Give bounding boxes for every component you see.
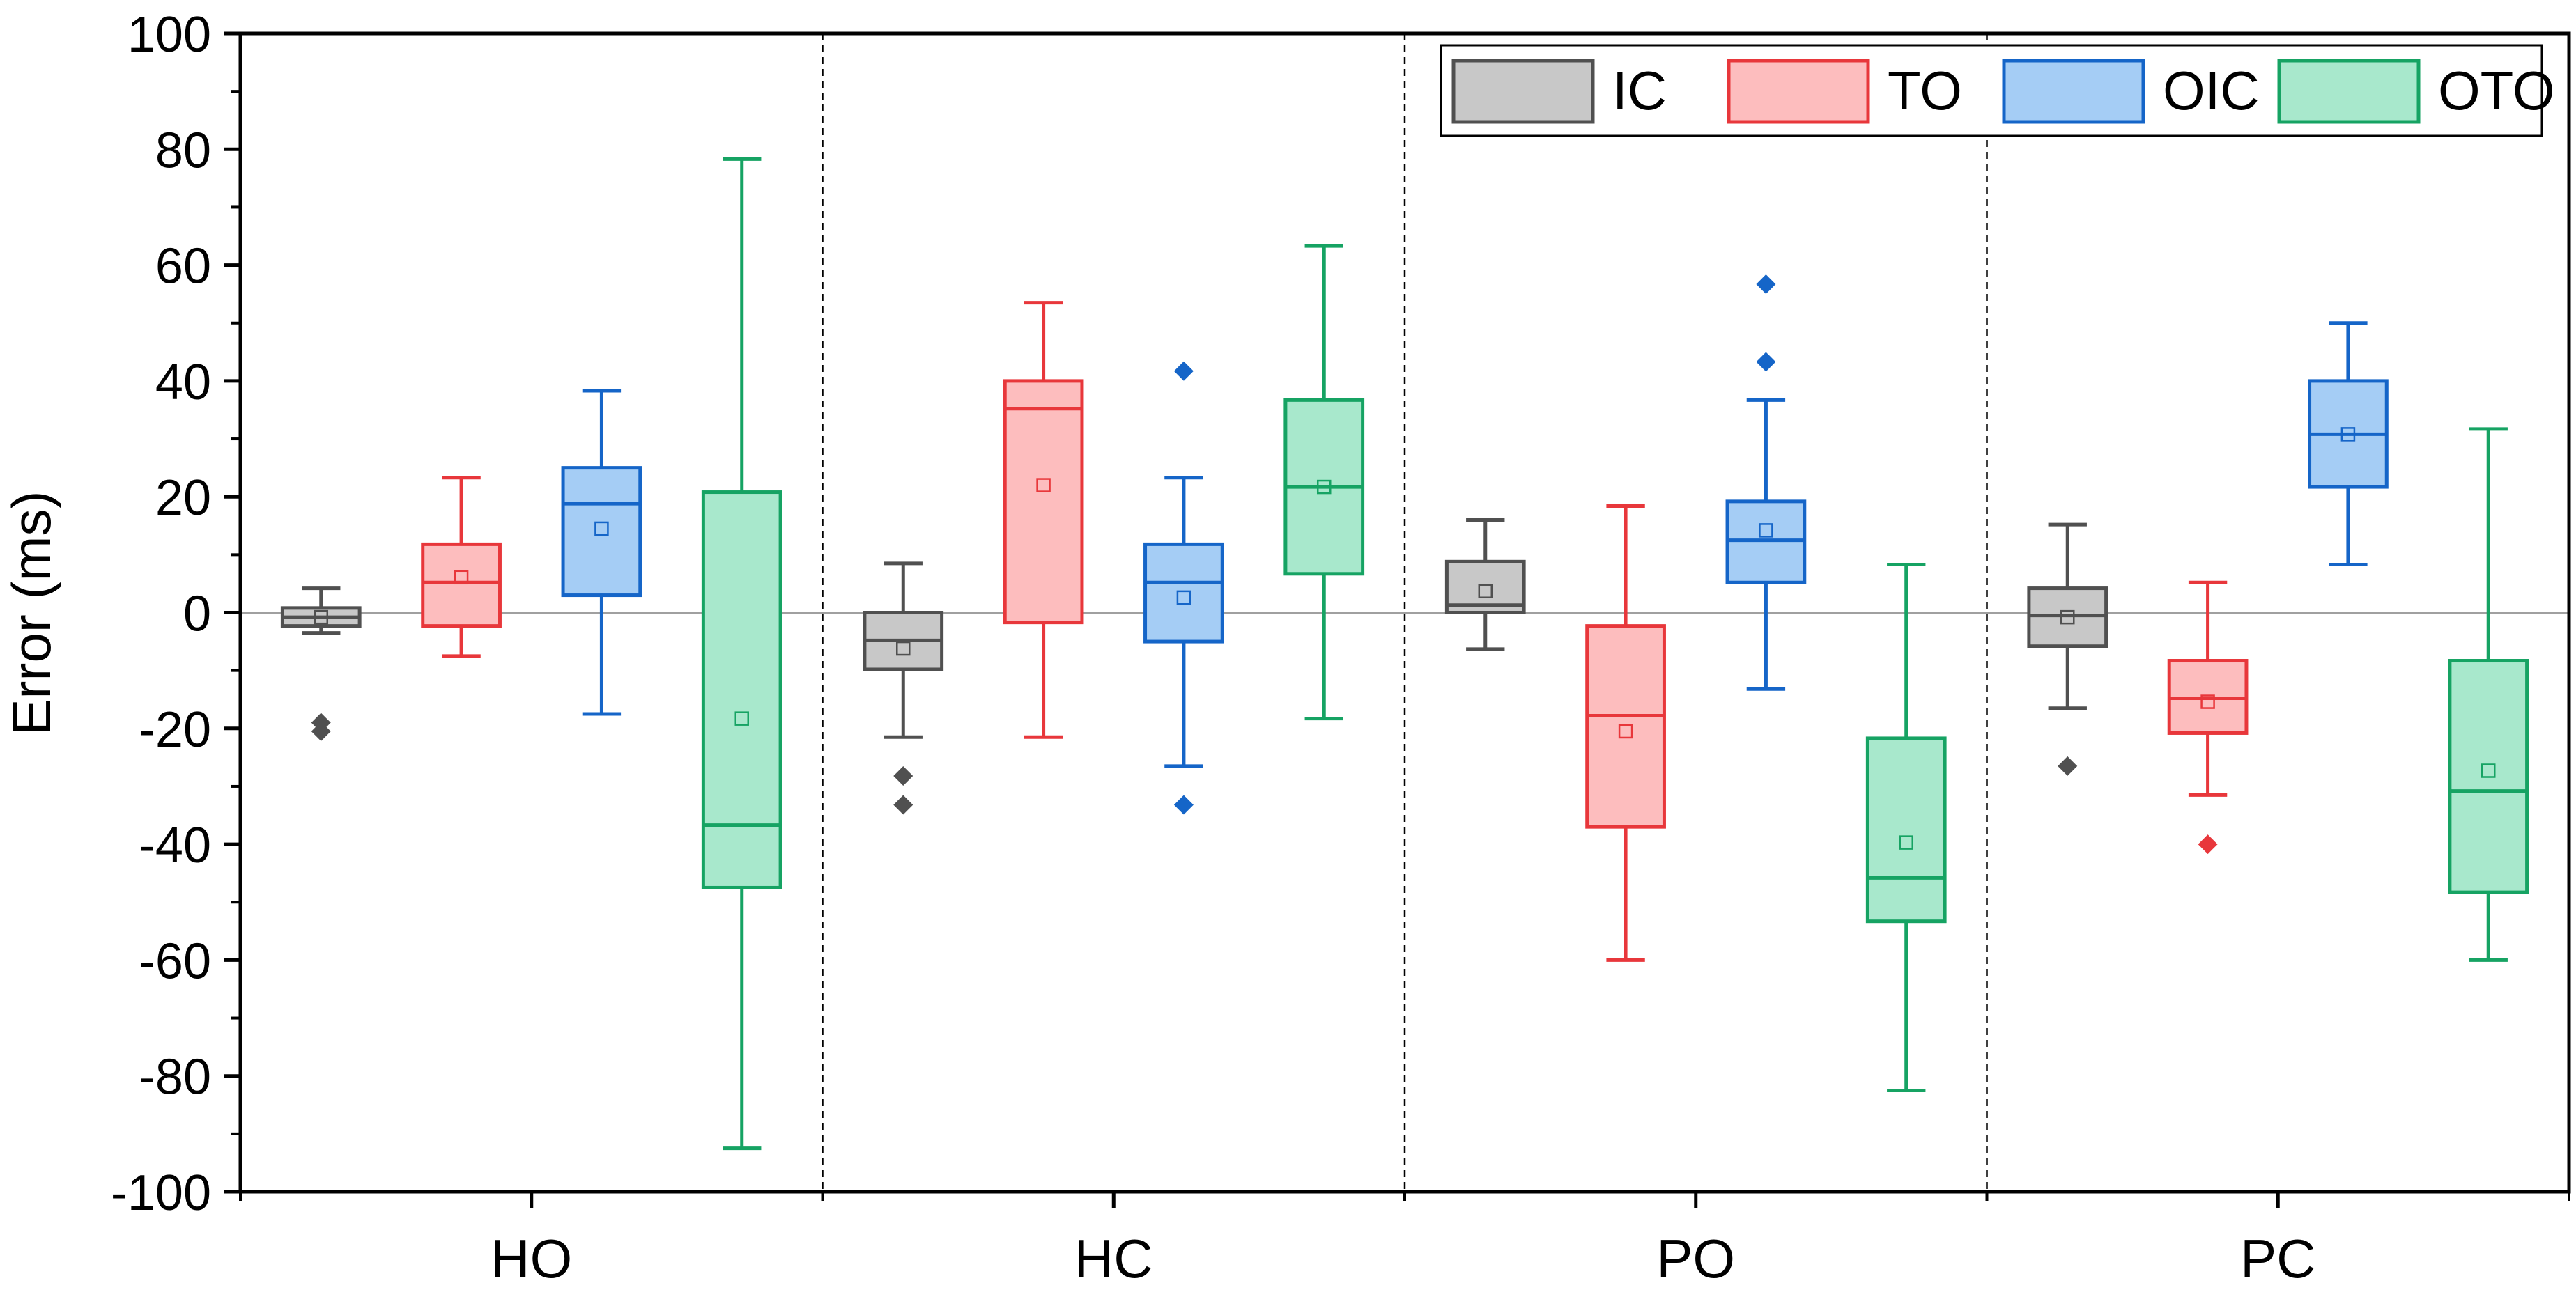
x-tick-label-ho: HO: [491, 1228, 572, 1289]
box-series-group: [280, 157, 2529, 1151]
mean-marker: [1759, 523, 1773, 538]
mean-marker: [1618, 724, 1633, 739]
box-oic-hc: [1143, 361, 1224, 815]
outlier-point: [893, 765, 913, 786]
legend-entry-to: TO: [1727, 59, 1962, 124]
box-oto-ho: [701, 157, 782, 1151]
mean-marker: [1176, 590, 1191, 605]
outlier-point: [2058, 756, 2078, 776]
y-axis-label: Error (ms): [1, 491, 62, 736]
mean-marker: [1899, 835, 1913, 850]
box-ic-ho: [280, 586, 362, 741]
iqr-box: [1143, 542, 1224, 644]
box-oic-po: [1725, 274, 1807, 691]
x-tick-label-pc: PC: [2240, 1228, 2315, 1289]
y-axis: -100 -80 -60 -40 -20 0 20 40 60 80 100: [111, 7, 240, 1221]
legend-swatch: [1451, 59, 1595, 124]
iqr-box: [1003, 379, 1084, 625]
legend-swatch: [2002, 59, 2145, 124]
outlier-point: [311, 721, 331, 741]
mean-marker: [1036, 478, 1051, 492]
legend-label: OIC: [2163, 60, 2260, 121]
box-oic-pc: [2308, 321, 2389, 566]
y-tick-label: 100: [128, 7, 211, 63]
outlier-point: [1173, 361, 1194, 381]
y-tick-label: 40: [155, 355, 211, 410]
outlier-point: [1756, 274, 1776, 295]
x-tick-label-po: PO: [1656, 1228, 1735, 1289]
box-oto-hc: [1283, 244, 1365, 721]
mean-marker: [2481, 763, 2496, 778]
legend-entry-oic: OIC: [2002, 59, 2260, 124]
outlier-point: [2198, 834, 2218, 855]
legend: IC TO OIC OTO: [1440, 44, 2555, 137]
x-axis: HO HC PO PC: [239, 1192, 2570, 1289]
box-ic-po: [1444, 518, 1526, 651]
outlier-point: [893, 795, 913, 815]
mean-marker: [1316, 479, 1332, 495]
y-tick-label: 20: [155, 470, 211, 526]
legend-entry-ic: IC: [1451, 59, 1667, 124]
legend-swatch: [2277, 59, 2421, 124]
y-tick-label: -80: [139, 1050, 211, 1105]
legend-entry-oto: OTO: [2277, 59, 2555, 124]
legend-label: IC: [1612, 60, 1667, 121]
mean-marker: [454, 570, 469, 585]
box-oic-ho: [561, 389, 642, 716]
y-tick-label: 60: [155, 239, 211, 295]
legend-swatch: [1727, 59, 1870, 124]
y-tick-label: -20: [139, 702, 211, 758]
mean-marker: [314, 609, 329, 625]
box-to-po: [1585, 504, 1666, 962]
series-oic: [561, 274, 2389, 815]
outlier-point: [1756, 352, 1776, 372]
iqr-box: [421, 542, 502, 628]
box-to-pc: [2167, 580, 2249, 855]
series-oto: [701, 157, 2529, 1151]
iqr-box: [1865, 736, 1947, 924]
box-ic-pc: [2027, 522, 2108, 776]
box-ic-hc: [863, 561, 944, 815]
mean-marker: [594, 521, 609, 536]
x-tick-label-hc: HC: [1074, 1228, 1153, 1289]
iqr-box: [701, 490, 782, 889]
mean-marker: [734, 711, 749, 726]
mean-marker: [896, 641, 911, 656]
legend-label: TO: [1888, 60, 1962, 121]
y-tick-label: -100: [111, 1165, 211, 1221]
plot-area-decorations: [240, 33, 2569, 1192]
plot-frame: [238, 31, 2571, 1194]
y-tick-label: 80: [155, 123, 211, 178]
mean-marker: [2060, 609, 2075, 625]
mean-marker: [2200, 694, 2215, 709]
outlier-point: [1173, 795, 1194, 815]
box-oto-pc: [2448, 427, 2529, 962]
iqr-box: [1585, 624, 1666, 829]
series-ic: [280, 518, 2108, 815]
y-tick-label: -40: [139, 818, 211, 873]
y-tick-label: -60: [139, 933, 211, 989]
mean-marker: [1478, 584, 1493, 598]
y-tick-label: 0: [183, 586, 211, 642]
box-oto-po: [1865, 562, 1947, 1092]
series-to: [421, 301, 2249, 962]
box-to-hc: [1003, 301, 1084, 739]
mean-marker: [2340, 427, 2356, 442]
legend-label: OTO: [2438, 60, 2555, 121]
iqr-box: [561, 466, 642, 598]
box-to-ho: [421, 476, 502, 658]
